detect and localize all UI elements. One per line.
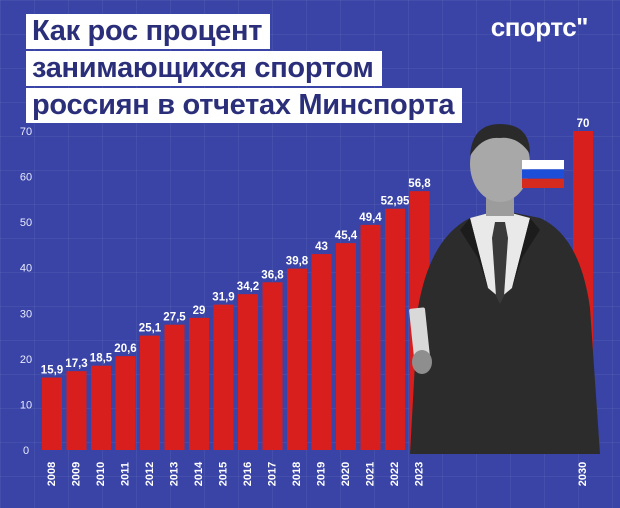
- y-tick-label: 70: [20, 126, 32, 138]
- x-axis: 2008 2009 2010 2011 2012 2013 2014 2015 2016 2017…: [46, 461, 589, 486]
- sports-logo: спортс": [490, 12, 589, 42]
- y-tick-label: 50: [20, 217, 32, 229]
- x-tick-label: 2021: [364, 462, 376, 486]
- bar-2011: [115, 356, 136, 450]
- russia-flag-icon: [522, 160, 564, 188]
- bar-2010: [91, 365, 111, 450]
- chart-title: Как рос процент занимающихся спортом рос…: [26, 14, 463, 125]
- bars-group: [42, 131, 593, 450]
- data-label-2009: 17,3: [65, 358, 87, 370]
- bar-2012: [140, 335, 160, 450]
- y-tick-label: 30: [20, 308, 32, 320]
- bar-2017: [262, 282, 283, 450]
- x-tick-label: 2030: [577, 462, 589, 486]
- data-label-2022: 52,95: [381, 196, 410, 208]
- data-label-2020: 45,4: [335, 230, 358, 242]
- data-label-2017: 36,8: [261, 269, 284, 281]
- data-label-2016: 34,2: [237, 281, 259, 293]
- y-tick-label: 20: [20, 354, 32, 366]
- x-tick-label: 2008: [46, 462, 58, 486]
- x-tick-label: 2011: [119, 462, 131, 486]
- title-line-2: занимающихся спортом: [26, 51, 382, 86]
- data-labels: 15,917,3 18,520,625,127,5 29 31,934,236,839…: [41, 118, 590, 377]
- data-label-2023: 56,8: [408, 178, 431, 190]
- bar-2021: [360, 224, 381, 450]
- y-axis: 0 10 20 30 40 50 60 70: [20, 126, 32, 457]
- x-tick-label: 2018: [291, 462, 303, 486]
- x-tick-label: 2016: [242, 462, 254, 486]
- data-label-2013: 27,5: [163, 312, 186, 324]
- x-tick-label: 2023: [413, 462, 425, 486]
- x-tick-label: 2019: [315, 462, 327, 486]
- data-label-2021: 49,4: [359, 212, 382, 224]
- data-label-2019: 43: [315, 241, 328, 253]
- x-tick-label: 2012: [144, 462, 156, 486]
- data-label-2030: 70: [577, 118, 590, 130]
- x-tick-label: 2020: [340, 462, 352, 486]
- bar-2015: [213, 304, 234, 450]
- bar-2016: [238, 294, 258, 450]
- bar-2008: [42, 377, 62, 450]
- bar-2022: [385, 208, 405, 450]
- x-tick-label: 2010: [95, 462, 107, 486]
- data-label-2014: 29: [193, 305, 206, 317]
- bar-2013: [164, 324, 185, 450]
- y-tick-label: 0: [23, 445, 29, 457]
- bar-2014: [189, 317, 209, 450]
- x-tick-label: 2009: [70, 462, 82, 486]
- y-tick-label: 60: [20, 172, 32, 184]
- title-line-1: Как рос процент: [26, 14, 271, 49]
- x-tick-label: 2014: [193, 461, 205, 486]
- title-line-3: россиян в отчетах Минспорта: [26, 88, 463, 123]
- bar-2019: [311, 254, 332, 450]
- x-tick-label: 2015: [217, 462, 229, 486]
- y-tick-label: 10: [20, 399, 32, 411]
- data-label-2015: 31,9: [212, 292, 234, 304]
- data-label-2018: 39,8: [286, 256, 309, 268]
- person-photo: [409, 124, 600, 454]
- data-label-2008: 15,9: [41, 365, 63, 377]
- x-tick-label: 2017: [266, 462, 278, 486]
- bar-2018: [287, 268, 307, 450]
- y-tick-label: 40: [20, 263, 32, 275]
- bar-2009: [66, 371, 87, 450]
- data-label-2012: 25,1: [139, 323, 162, 335]
- data-label-2011: 20,6: [114, 343, 136, 355]
- x-tick-label: 2022: [389, 462, 401, 486]
- x-tick-label: 2013: [168, 462, 180, 486]
- bar-2020: [336, 243, 356, 450]
- data-label-2010: 18,5: [90, 353, 113, 365]
